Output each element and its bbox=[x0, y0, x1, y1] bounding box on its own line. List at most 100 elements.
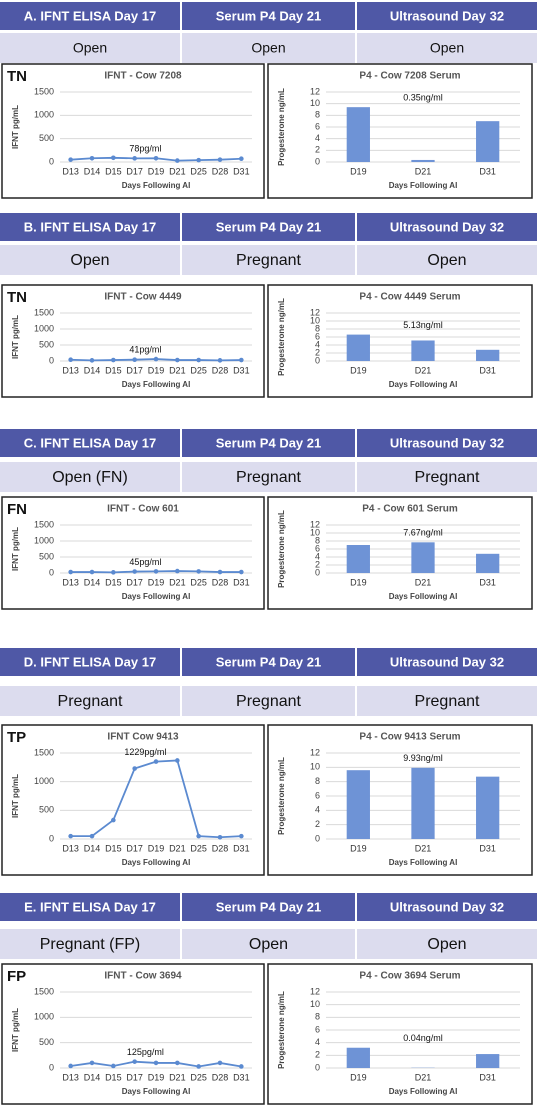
header-cell bbox=[357, 429, 537, 457]
header-cell bbox=[0, 648, 180, 676]
x-axis-label: Days Following AI bbox=[389, 858, 458, 867]
header-text: D. IFNT ELISA Day 17 bbox=[24, 654, 156, 669]
data-point bbox=[175, 758, 180, 763]
status-cell bbox=[357, 929, 537, 959]
status-text: Open bbox=[70, 252, 109, 269]
header-cell bbox=[182, 2, 355, 30]
data-point bbox=[196, 569, 201, 574]
x-tick-label: D19 bbox=[350, 577, 367, 587]
x-tick-label: D19 bbox=[350, 843, 367, 853]
x-tick-label: D28 bbox=[212, 166, 229, 176]
y-tick-label: 6 bbox=[315, 121, 320, 131]
status-cell bbox=[0, 686, 180, 716]
data-point bbox=[68, 157, 73, 162]
status-text: Pregnant bbox=[236, 252, 301, 269]
x-tick-label: D19 bbox=[148, 365, 165, 375]
data-point bbox=[217, 569, 223, 575]
data-point bbox=[175, 1060, 180, 1066]
chart-title: P4 - Cow 601 Serum bbox=[362, 504, 458, 515]
y-axis-label: Progesterone ng/mL bbox=[277, 757, 286, 835]
data-point bbox=[239, 569, 244, 575]
status-text: Pregnant bbox=[236, 693, 301, 710]
x-tick-label: D19 bbox=[148, 1072, 165, 1082]
y-axis-label: Progesterone ng/mL bbox=[277, 510, 286, 588]
x-axis-label: Days Following AI bbox=[389, 592, 458, 601]
header-text: Ultrasound Day 32 bbox=[390, 899, 504, 914]
y-tick-label: 8 bbox=[315, 1012, 320, 1022]
bar bbox=[346, 545, 370, 573]
data-point bbox=[132, 156, 137, 161]
x-tick-label: D31 bbox=[479, 365, 496, 375]
header-text: Serum P4 Day 21 bbox=[216, 654, 322, 669]
x-tick-label: D21 bbox=[415, 365, 432, 375]
status-cell bbox=[357, 33, 537, 63]
annotation: 5.13ng/ml bbox=[403, 320, 443, 330]
header-cell bbox=[182, 648, 355, 676]
header-text: Serum P4 Day 21 bbox=[216, 219, 322, 234]
status-text: Pregnant bbox=[415, 469, 480, 486]
x-tick-label: D28 bbox=[212, 577, 229, 587]
data-point bbox=[132, 1059, 137, 1064]
x-tick-label: D19 bbox=[148, 843, 165, 853]
data-point bbox=[132, 766, 137, 771]
x-tick-label: D17 bbox=[126, 365, 143, 375]
status-text: Open bbox=[249, 936, 288, 953]
chart-frame bbox=[1, 724, 265, 876]
x-axis-label: Days Following AI bbox=[389, 1087, 458, 1096]
chart-title: P4 - Cow 3694 Serum bbox=[359, 971, 460, 982]
x-tick-label: D13 bbox=[62, 166, 79, 176]
data-point bbox=[111, 570, 116, 575]
data-point bbox=[111, 1063, 116, 1069]
x-tick-label: D21 bbox=[169, 843, 186, 853]
status-cell bbox=[182, 686, 355, 716]
data-point bbox=[111, 817, 116, 823]
y-tick-label: 4 bbox=[315, 339, 320, 349]
data-point bbox=[132, 357, 137, 362]
chart-frame bbox=[267, 724, 533, 876]
bar bbox=[346, 107, 370, 162]
chart-title: IFNT Cow 9413 bbox=[107, 732, 179, 743]
y-tick-label: 1500 bbox=[34, 307, 54, 317]
x-tick-label: D17 bbox=[126, 577, 143, 587]
annotation: 78pg/ml bbox=[129, 144, 161, 154]
x-tick-label: D21 bbox=[169, 577, 186, 587]
annotation: 9.93ng/ml bbox=[403, 753, 443, 763]
x-tick-label: D13 bbox=[62, 843, 79, 853]
y-tick-label: 500 bbox=[39, 133, 54, 143]
annotation: 45pg/ml bbox=[129, 557, 161, 567]
y-tick-label: 0 bbox=[49, 355, 54, 365]
y-tick-label: 0 bbox=[49, 567, 54, 577]
chart-title: IFNT - Cow 3694 bbox=[104, 971, 182, 982]
status-cell bbox=[0, 462, 180, 492]
x-tick-label: D21 bbox=[415, 577, 432, 587]
y-tick-label: 0 bbox=[49, 1062, 54, 1072]
y-tick-label: 6 bbox=[315, 543, 320, 553]
data-point bbox=[89, 833, 95, 839]
data-point bbox=[196, 357, 201, 363]
data-point bbox=[239, 1064, 244, 1069]
header-cell bbox=[0, 213, 180, 241]
x-tick-label: D28 bbox=[212, 1072, 229, 1082]
data-point bbox=[196, 157, 201, 163]
panel-label: TP bbox=[7, 729, 26, 746]
annotation: 0.04ng/ml bbox=[403, 1033, 443, 1043]
bar bbox=[411, 340, 435, 361]
y-tick-label: 4 bbox=[315, 805, 320, 815]
x-axis-label: Days Following AI bbox=[122, 592, 191, 601]
data-point bbox=[153, 759, 159, 764]
header-cell bbox=[357, 2, 537, 30]
bar bbox=[411, 159, 435, 162]
y-axis-label: Progesterone ng/mL bbox=[277, 991, 286, 1069]
panel-label: TN bbox=[7, 68, 27, 85]
header-text: C. IFNT ELISA Day 17 bbox=[24, 435, 156, 450]
status-text: Pregnant bbox=[236, 469, 301, 486]
header-text: A. IFNT ELISA Day 17 bbox=[24, 8, 156, 23]
y-tick-label: 8 bbox=[315, 535, 320, 545]
data-point bbox=[175, 357, 180, 363]
annotation: 125pg/ml bbox=[127, 1047, 164, 1057]
y-tick-label: 12 bbox=[310, 86, 320, 96]
status-text: Open bbox=[251, 40, 285, 56]
x-tick-label: D31 bbox=[479, 843, 496, 853]
y-tick-label: 8 bbox=[315, 776, 320, 786]
header-cell bbox=[357, 893, 537, 921]
